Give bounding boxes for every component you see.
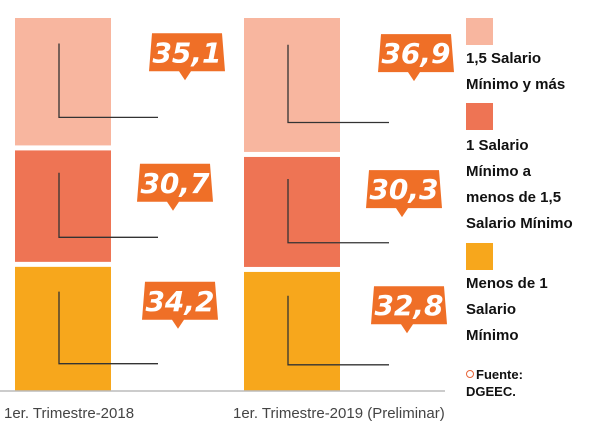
value-callout-low-1 (142, 281, 218, 329)
leader-line-mid-1 (58, 172, 158, 238)
value-label-mid-1: 30,7 (140, 167, 210, 200)
value-label-high-1: 35,1 (152, 36, 221, 69)
legend-swatch-low (466, 243, 493, 270)
leader-line-mid-2 (287, 178, 389, 244)
legend-label-mid: 1 Salario Mínimo a menos de 1,5 Salario … (466, 137, 573, 232)
legend-swatch-mid (466, 103, 493, 130)
legend-swatch-high (466, 18, 493, 45)
legend-label-high: 1,5 Salario Mínimo y más (466, 50, 566, 93)
source-bullet-icon (466, 370, 474, 378)
value-label-low-2: 32,8 (374, 289, 443, 322)
leader-line-high-2 (287, 44, 389, 124)
value-callout-high-2 (378, 34, 454, 82)
value-callout-high-1 (149, 33, 225, 81)
legend-label-low: Menos de 1 Salario Mínimo (466, 275, 548, 344)
bar-segment-mid-1 (15, 150, 111, 262)
value-label-high-2: 36,9 (381, 37, 450, 70)
bar-segment-high-1 (15, 18, 111, 146)
value-callout-mid-2 (366, 170, 442, 218)
bar-segment-low-2 (244, 271, 340, 391)
bar-segment-mid-2 (244, 156, 340, 267)
value-callout-low-2 (371, 286, 447, 334)
value-callout-mid-1 (137, 163, 213, 211)
leader-line-low-1 (58, 291, 158, 365)
value-label-mid-2: 30,3 (369, 173, 438, 206)
source-note: Fuente: DGEEC. (466, 367, 523, 399)
x-axis-label-2019: 1er. Trimestre-2019 (Preliminar) (233, 405, 445, 422)
x-axis-label-2018: 1er. Trimestre-2018 (4, 405, 135, 422)
bar-segment-low-1 (15, 266, 111, 391)
value-label-low-1: 34,2 (145, 285, 214, 318)
leader-line-low-2 (287, 295, 389, 366)
leader-line-high-1 (58, 43, 158, 119)
bar-segment-high-2 (244, 18, 340, 152)
